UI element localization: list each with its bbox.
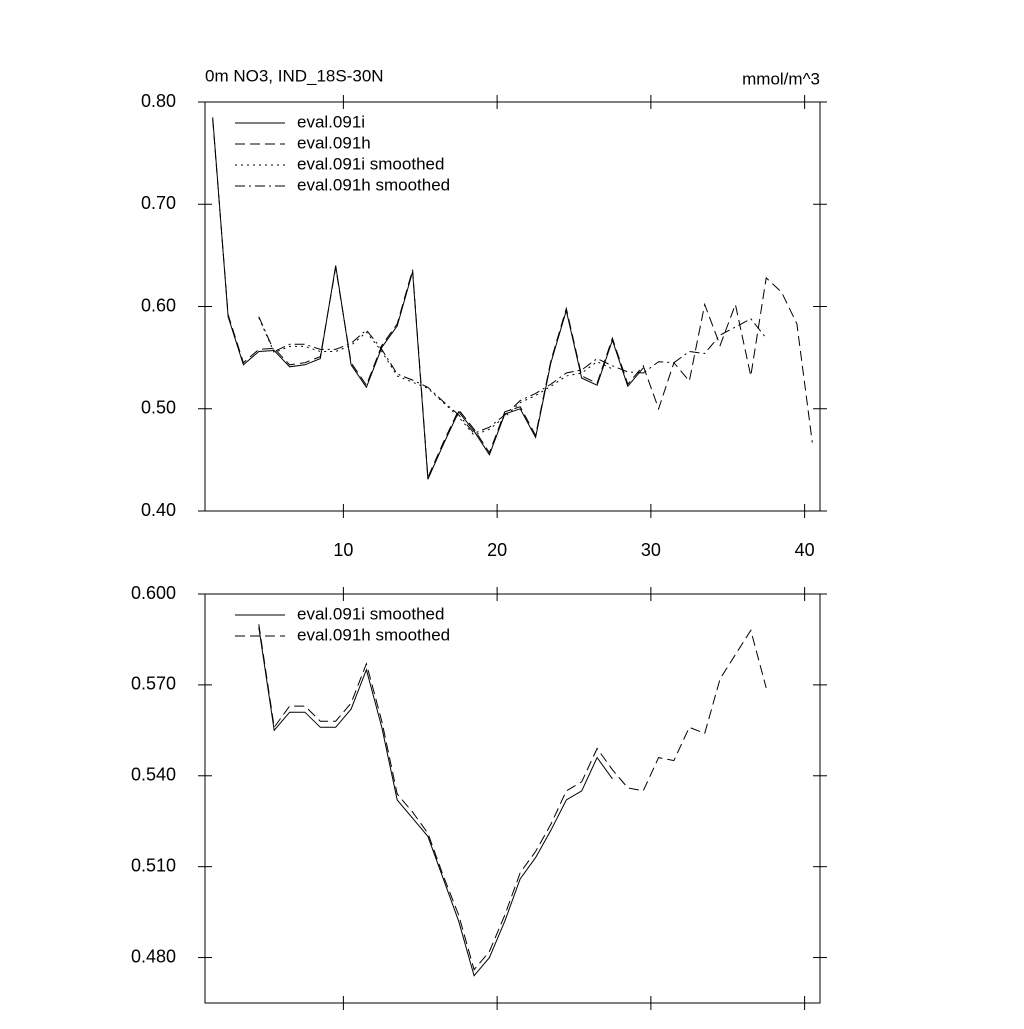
series-line bbox=[212, 117, 644, 480]
series-line bbox=[258, 624, 767, 971]
x-tick-label: 30 bbox=[641, 540, 661, 560]
y-tick-label: 0.510 bbox=[131, 855, 176, 875]
x-tick-label: 20 bbox=[487, 540, 507, 560]
series-line bbox=[258, 317, 613, 436]
y-tick-label: 0.570 bbox=[131, 674, 176, 694]
y-tick-label: 0.60 bbox=[141, 295, 176, 315]
x-tick-label: 40 bbox=[795, 540, 815, 560]
y-tick-label: 0.80 bbox=[141, 91, 176, 111]
plot-frame bbox=[204, 593, 821, 1004]
y-tick-label: 0.40 bbox=[141, 500, 176, 520]
legend-label: eval.091h smoothed bbox=[297, 175, 450, 194]
units-label: mmol/m^3 bbox=[742, 69, 820, 88]
series-line bbox=[258, 627, 613, 977]
y-tick-label: 0.50 bbox=[141, 398, 176, 418]
y-tick-label: 0.600 bbox=[131, 583, 176, 603]
chart-title: 0m NO3, IND_18S-30N bbox=[205, 66, 384, 85]
legend-label: eval.091i smoothed bbox=[297, 154, 444, 173]
legend-label: eval.091h bbox=[297, 133, 371, 152]
legend-label: eval.091i bbox=[297, 112, 365, 131]
legend-label: eval.091i smoothed bbox=[297, 604, 444, 623]
x-tick-label: 10 bbox=[333, 540, 353, 560]
series-line bbox=[212, 119, 813, 478]
y-tick-label: 0.480 bbox=[131, 946, 176, 966]
y-tick-label: 0.540 bbox=[131, 765, 176, 785]
legend-label: eval.091h smoothed bbox=[297, 625, 450, 644]
y-tick-label: 0.70 bbox=[141, 193, 176, 213]
